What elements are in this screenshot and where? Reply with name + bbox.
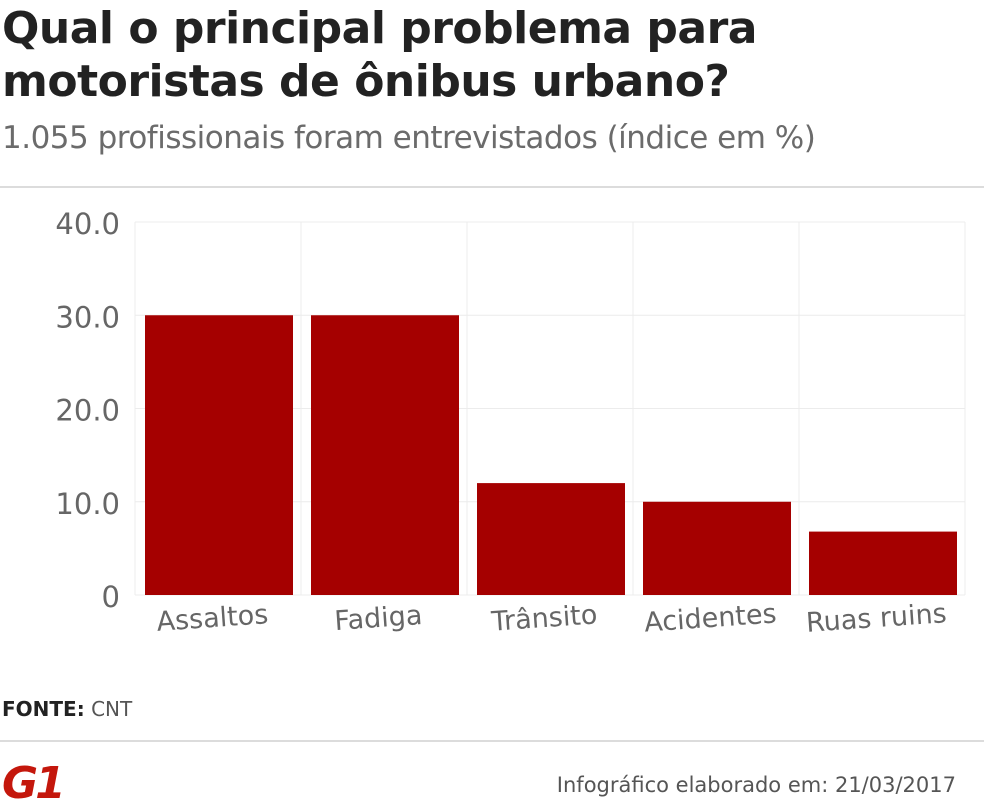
y-tick-label: 30.0 bbox=[55, 300, 120, 334]
chart-title: Qual o principal problema para motorista… bbox=[2, 3, 758, 107]
x-tick-label: Ruas ruins bbox=[805, 598, 948, 639]
footer-divider bbox=[0, 740, 984, 742]
g1-logo: G1 bbox=[2, 758, 62, 802]
x-axis: Assaltos Fadiga Trânsito Acidentes Ruas ruin… bbox=[156, 598, 948, 639]
bar bbox=[311, 315, 459, 595]
y-axis: 0 10.0 20.0 30.0 40.0 bbox=[55, 207, 120, 614]
source-note: FONTE: CNT bbox=[2, 697, 132, 721]
y-tick-label: 0 bbox=[102, 580, 120, 614]
bar-chart: 0 10.0 20.0 30.0 40.0 Assaltos Fadiga Trânsito… bbox=[55, 207, 966, 639]
x-tick-label: Acidentes bbox=[643, 598, 777, 638]
source-value: CNT bbox=[91, 697, 133, 721]
x-tick-label: Fadiga bbox=[333, 600, 423, 637]
x-tick-label: Assaltos bbox=[156, 599, 270, 638]
chart-subtitle: 1.055 profissionais foram entrevistados … bbox=[2, 120, 816, 156]
bar bbox=[145, 315, 293, 595]
bar bbox=[809, 531, 957, 595]
y-tick-label: 40.0 bbox=[55, 207, 120, 241]
source-label: FONTE: bbox=[2, 697, 85, 721]
bar bbox=[643, 501, 791, 595]
bar-layer bbox=[145, 315, 957, 595]
bar bbox=[477, 483, 625, 595]
y-tick-label: 20.0 bbox=[55, 394, 120, 428]
credit-note: Infográfico elaborado em: 21/03/2017 bbox=[556, 773, 956, 797]
y-tick-label: 10.0 bbox=[55, 487, 120, 521]
header-divider bbox=[0, 186, 984, 188]
svg-text:G1: G1 bbox=[2, 758, 62, 802]
x-tick-label: Trânsito bbox=[489, 599, 598, 637]
